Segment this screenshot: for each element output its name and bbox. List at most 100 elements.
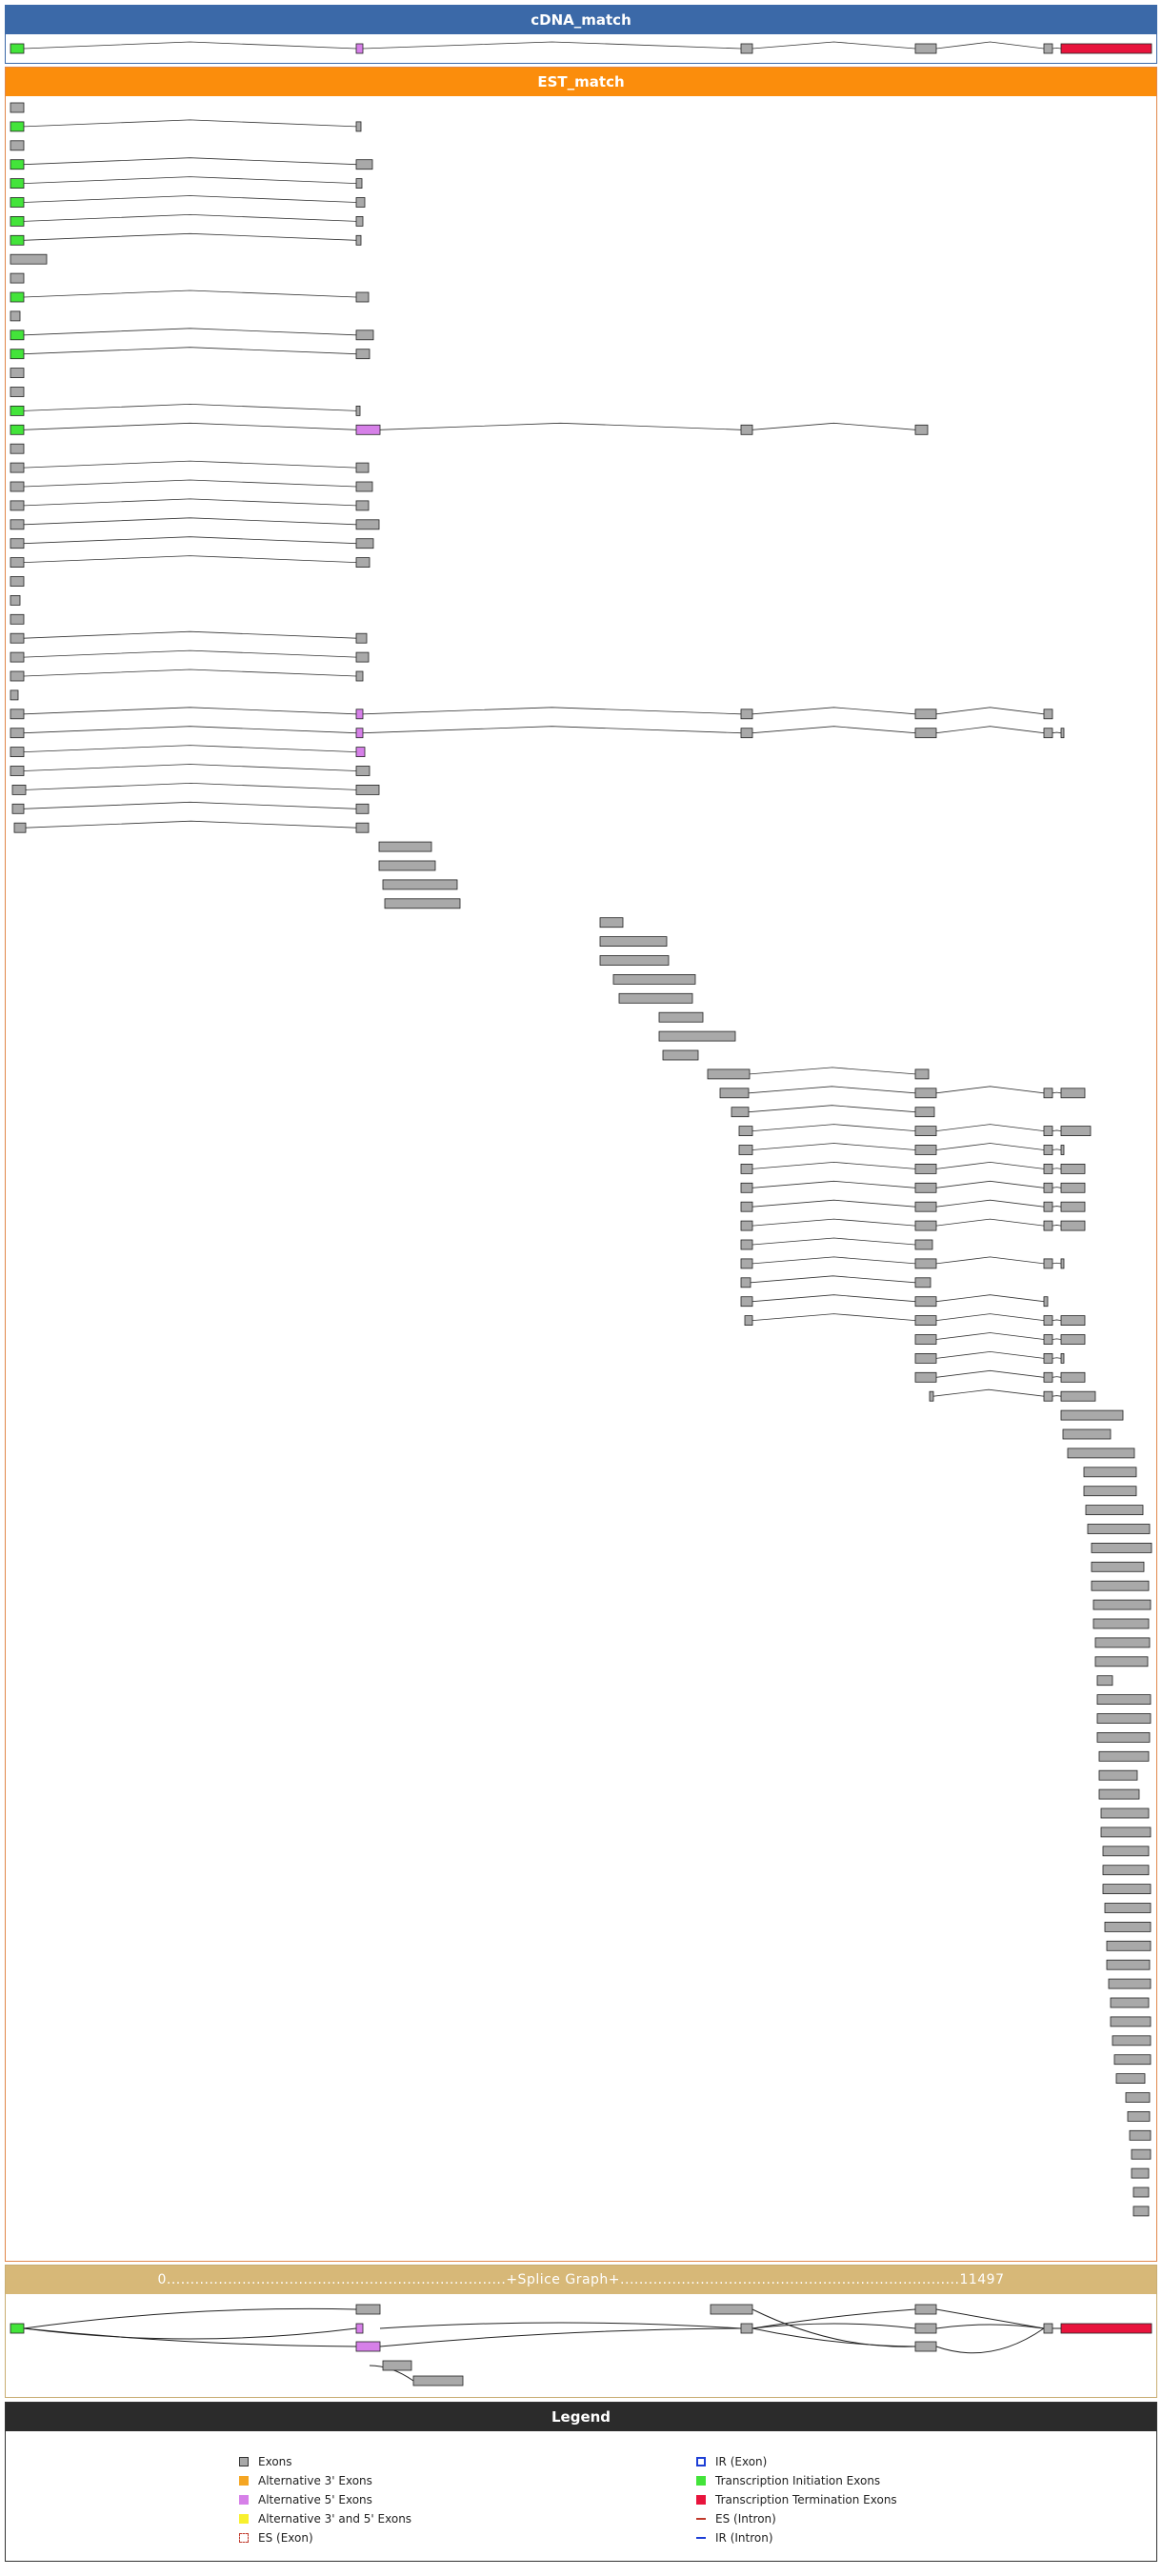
exon-block [1108, 1978, 1152, 1989]
intron-line [935, 707, 1045, 715]
exon-block [355, 803, 370, 814]
intron-line [23, 498, 357, 507]
intron-line [935, 1369, 1045, 1378]
intron-line [25, 820, 357, 829]
exon-block [10, 121, 25, 132]
exon-block [10, 43, 25, 54]
splice-edge [379, 2322, 742, 2329]
exon-block [914, 1164, 937, 1174]
exon-block [1043, 1220, 1053, 1231]
exon-block [1043, 1201, 1053, 1212]
exon-block [10, 632, 25, 644]
intron-line [23, 213, 357, 222]
exon-block [740, 1201, 753, 1212]
exon-block [740, 728, 753, 739]
exon-block [10, 670, 25, 682]
intron-line [750, 1275, 916, 1284]
exon-block [914, 2304, 937, 2315]
exon-block [1060, 1371, 1086, 1383]
exon-block [10, 728, 25, 739]
splice-edge [935, 2324, 1045, 2329]
exon-block [1043, 1353, 1053, 1364]
exon-block [740, 2323, 753, 2334]
splice-edge [935, 2327, 1045, 2354]
legend-item-alt35: Alternative 3' and 5' Exons [239, 2509, 411, 2528]
exon-block [740, 1277, 751, 1288]
intron-line [751, 1313, 916, 1321]
est-tracks [10, 102, 1152, 2217]
exon-block [738, 1126, 753, 1136]
legend-panel: Legend Exons Alternative 3' Exons Altern… [5, 2402, 1157, 2562]
intron-line [23, 801, 357, 809]
exon-block [740, 1258, 753, 1269]
exon-block [914, 1315, 937, 1326]
intron-line [23, 517, 357, 526]
intron-line [751, 1199, 916, 1208]
exon-block [1132, 2187, 1150, 2198]
exon-block [599, 955, 670, 966]
splice-edge [751, 2327, 916, 2347]
exon-block [744, 1315, 753, 1326]
intron-line [1052, 1129, 1062, 1131]
exon-block [914, 1068, 930, 1080]
exon-block [1043, 1145, 1053, 1155]
splice-edge [935, 2308, 1045, 2329]
intron-line [935, 1218, 1045, 1227]
intron-line [23, 726, 357, 734]
exon-block [10, 557, 25, 569]
es-exon-swatch [239, 2533, 249, 2543]
exon-block [1102, 1884, 1152, 1894]
exon-block [355, 329, 374, 341]
exon-block [1092, 1599, 1152, 1610]
legend-item-es-intron: ES (Intron) [696, 2509, 897, 2528]
exon-block [1060, 1220, 1086, 1231]
exon-block [1091, 1580, 1150, 1591]
intron-line [23, 479, 357, 488]
exon-block [355, 785, 380, 795]
exon-block [914, 1334, 937, 1345]
intron-line [1052, 1376, 1062, 1378]
intron-line [935, 1124, 1045, 1131]
intron-line [751, 1143, 916, 1150]
intron-line [748, 1105, 916, 1113]
splice-edge [23, 2307, 357, 2329]
exon-block [355, 43, 364, 54]
intron-line [23, 41, 357, 50]
exon-block [914, 1182, 937, 1193]
exon-block [1112, 2035, 1152, 2047]
intron-line [23, 707, 357, 715]
exon-block [355, 766, 371, 776]
legend-item-alt5: Alternative 5' Exons [239, 2490, 411, 2509]
exon-block [914, 2323, 937, 2334]
exon-block [710, 2304, 753, 2315]
exon-block [1113, 2054, 1152, 2066]
cdna-match-title: cDNA_match [6, 6, 1156, 34]
exon-block [1096, 1713, 1152, 1724]
exon-block [355, 728, 364, 739]
exon-block [355, 405, 361, 416]
exon-block [355, 670, 364, 682]
exon-block [355, 557, 371, 569]
splice-edge [751, 2323, 916, 2329]
exon-block [1060, 1088, 1086, 1099]
exon-block [10, 272, 25, 284]
exon-block [1125, 2092, 1151, 2103]
exon-block [1102, 1865, 1150, 1876]
exon-block [10, 310, 21, 322]
exon-block [10, 405, 25, 416]
exon-block [1043, 1182, 1053, 1193]
exon-swatch [239, 2457, 249, 2466]
exon-block [719, 1088, 750, 1099]
intron-line [935, 1332, 1045, 1340]
exon-block [10, 216, 25, 227]
exon-block [355, 349, 371, 360]
intron-line [1052, 1262, 1062, 1265]
intron-line [23, 460, 357, 469]
intron-line [23, 195, 357, 203]
intron-line [23, 536, 357, 545]
intron-line [23, 157, 357, 166]
intron-line [23, 649, 357, 658]
intron-line [751, 1218, 916, 1227]
exon-block [914, 1296, 937, 1308]
intron-line [23, 630, 357, 639]
